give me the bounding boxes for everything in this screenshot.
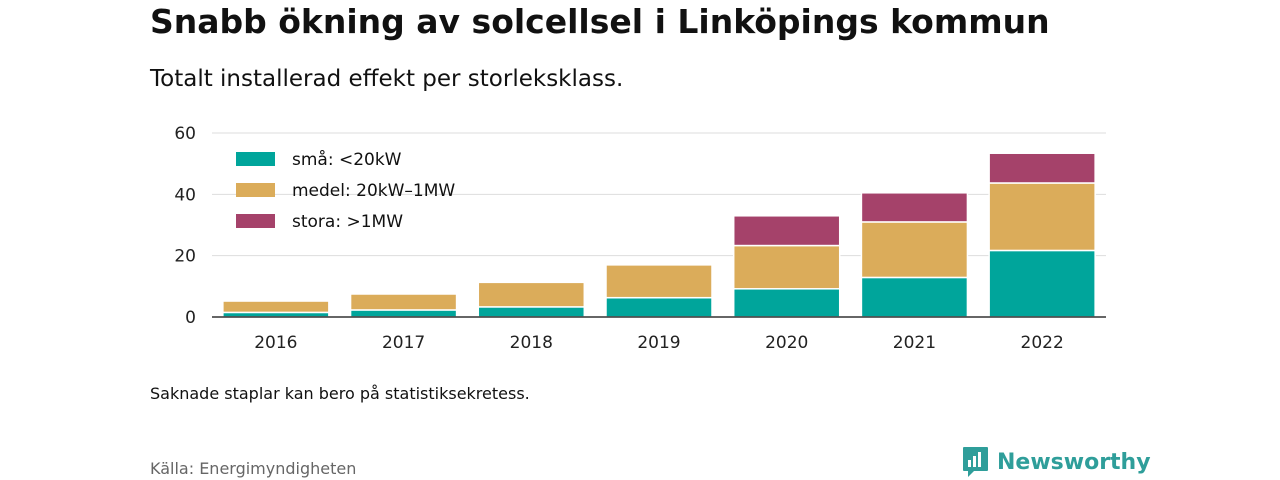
x-tick-label: 2017 xyxy=(382,333,425,353)
source-text: Källa: Energimyndigheten xyxy=(150,459,357,478)
legend-label: små: <20kW xyxy=(292,149,402,170)
legend: små: <20kW medel: 20kW–1MW stora: >1MW xyxy=(236,149,455,232)
bar-segment-2020-3 xyxy=(732,215,841,247)
newsworthy-logo: Newsworthy xyxy=(962,446,1151,478)
bar-segment-2022-3 xyxy=(988,152,1096,184)
bar-segment-2021-2 xyxy=(860,221,969,279)
x-tick-label: 2019 xyxy=(637,333,680,353)
y-tick-label: 60 xyxy=(174,124,196,144)
y-axis: 0 20 40 60 xyxy=(174,124,196,328)
legend-swatch xyxy=(236,214,275,228)
bar-segment-2020-2 xyxy=(732,244,841,290)
bar-segment-2021-1 xyxy=(860,276,969,318)
newsworthy-logo-text: Newsworthy xyxy=(997,449,1151,475)
newsworthy-logo-icon xyxy=(963,447,988,477)
legend-label: stora: >1MW xyxy=(292,212,403,232)
x-tick-label: 2016 xyxy=(254,333,297,353)
bars xyxy=(222,152,1096,318)
bar-segment-2022-2 xyxy=(988,182,1096,252)
legend-swatch xyxy=(236,152,275,166)
legend-label: medel: 20kW–1MW xyxy=(292,181,455,201)
bar-segment-2021-3 xyxy=(860,192,969,223)
bar-segment-2019-2 xyxy=(605,264,713,299)
x-axis: 2016 2017 2018 2019 2020 2021 2022 xyxy=(254,333,1064,353)
bar-segment-2017-2 xyxy=(349,293,458,311)
x-tick-label: 2021 xyxy=(893,333,936,353)
legend-swatch xyxy=(236,183,275,197)
y-tick-label: 20 xyxy=(174,247,196,267)
bar-segment-2022-1 xyxy=(988,249,1096,318)
bar-segment-2020-1 xyxy=(732,288,841,318)
bar-segment-2018-1 xyxy=(477,306,586,318)
x-tick-label: 2022 xyxy=(1021,333,1064,353)
y-tick-label: 0 xyxy=(185,308,196,328)
bar-segment-2019-1 xyxy=(605,296,713,318)
footnote: Saknade staplar kan bero på statistiksek… xyxy=(150,384,530,403)
bar-segment-2016-2 xyxy=(222,300,330,314)
chart-title: Snabb ökning av solcellsel i Linköpings … xyxy=(150,2,1050,41)
bar-segment-2017-1 xyxy=(349,309,458,318)
chart-subtitle: Totalt installerad effekt per storlekskl… xyxy=(150,66,624,92)
x-tick-label: 2018 xyxy=(510,333,553,353)
bar-segment-2018-2 xyxy=(477,281,586,308)
x-tick-label: 2020 xyxy=(765,333,808,353)
y-tick-label: 40 xyxy=(174,185,196,205)
